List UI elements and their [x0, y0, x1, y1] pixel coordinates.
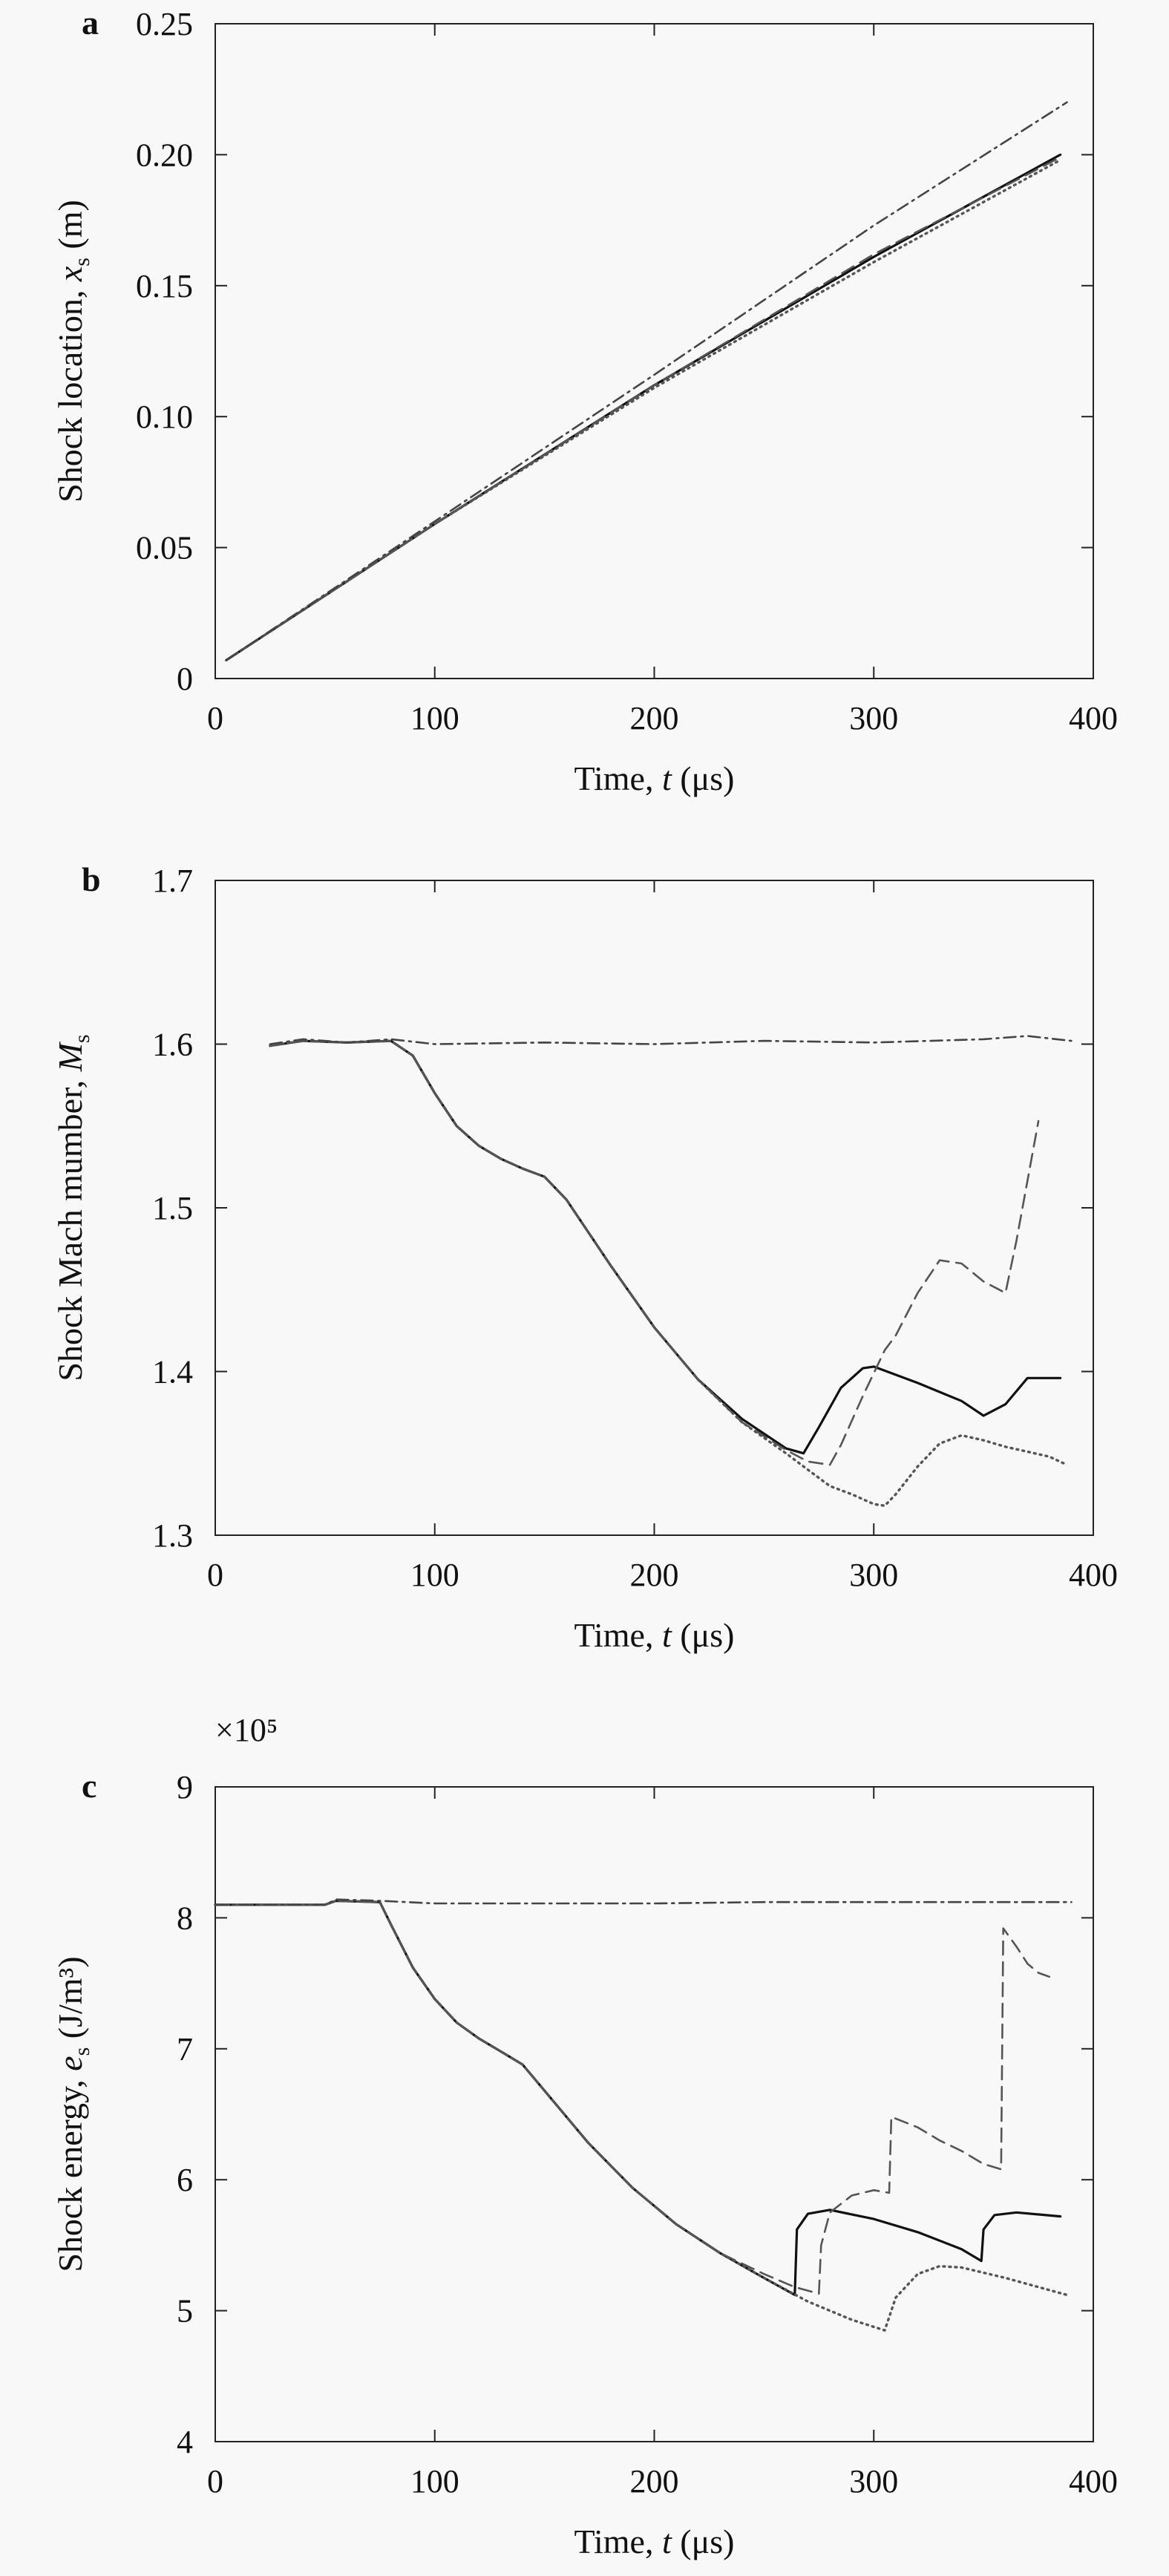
y-tick-label: 1.4 [152, 1354, 193, 1390]
series-line-dashdot [269, 1035, 1073, 1045]
y-tick-label: 1.3 [152, 1517, 193, 1554]
x-tick-label: 0 [207, 700, 223, 736]
y-tick-label: 5 [177, 2293, 193, 2330]
plot-frame [215, 880, 1094, 1536]
y-tick-label: 0.10 [136, 399, 193, 435]
y-tick-label: 1.7 [152, 863, 193, 899]
series-line-dashed [214, 1900, 1051, 2295]
x-tick-label: 300 [849, 700, 898, 736]
y-tick-label: 1.5 [152, 1190, 193, 1226]
y-multiplier: ×10⁵ [215, 1712, 278, 1748]
x-axis-label: Time, t (μs) [574, 759, 735, 797]
y-tick-label: 0.15 [136, 268, 193, 304]
y-tick-label: 0 [177, 661, 193, 697]
y-axis-label: Shock location, xs (m) [51, 200, 94, 503]
x-tick-label: 400 [1069, 700, 1118, 736]
x-tick-label: 200 [630, 2463, 679, 2500]
x-tick-label: 300 [849, 1557, 898, 1593]
x-axis-label: Time, t (μs) [574, 1616, 735, 1654]
x-tick-label: 100 [410, 700, 459, 736]
y-tick-label: 6 [177, 2162, 193, 2198]
y-tick-label: 0.20 [136, 137, 193, 173]
panel-a: 0 100 200 300 400 0 0.05 0.10 0.15 0.20 0.25 a Time,… [51, 4, 1118, 797]
x-tick-label: 200 [630, 700, 679, 736]
y-tick-label: 1.6 [152, 1027, 193, 1063]
x-tick-label: 400 [1069, 2463, 1118, 2500]
series-line-dotted [214, 1899, 1069, 2332]
series-line-dotted [225, 158, 1062, 661]
y-tick-label: 9 [177, 1769, 193, 1805]
plot-frame [215, 1786, 1094, 2442]
x-tick-label: 400 [1069, 1557, 1118, 1593]
panel-letter: a [82, 4, 99, 42]
panel-letter: b [82, 860, 101, 898]
y-axis-label: Shock Mach mumber, Ms [51, 1034, 94, 1381]
y-tick-label: 4 [177, 2424, 193, 2460]
series-line-solid [214, 1899, 1062, 2296]
series-line-dashed [269, 1039, 1040, 1466]
panel-letter: c [82, 1767, 96, 1805]
y-axis-label: Shock energy, es (J/m³) [51, 1956, 94, 2272]
y-tick-label: 8 [177, 1900, 193, 1936]
x-tick-label: 100 [410, 1557, 459, 1593]
y-tick-label: 7 [177, 2031, 193, 2067]
series-line-dashed [225, 156, 1061, 661]
x-tick-label: 0 [207, 2463, 223, 2500]
x-tick-label: 200 [630, 1557, 679, 1593]
series-line-dashdot [225, 101, 1068, 661]
panel-b: 0 100 200 300 400 1.3 1.4 1.5 1.6 1.7 b Time, t (μs… [51, 860, 1118, 1654]
series-line-dotted [269, 1039, 1069, 1508]
x-tick-label: 300 [849, 2463, 898, 2500]
series-line-solid [269, 1039, 1062, 1455]
series-line-solid [225, 153, 1062, 661]
x-tick-label: 100 [410, 2463, 459, 2500]
x-tick-label: 0 [207, 1557, 223, 1593]
x-axis-label: Time, t (μs) [574, 2523, 735, 2560]
y-tick-label: 0.05 [136, 530, 193, 566]
panel-c: 0 100 200 300 400 4 5 6 7 8 9 c ×10⁵ Time, t (μs) Shoc… [51, 1712, 1118, 2560]
y-tick-label: 0.25 [136, 6, 193, 42]
series-line-dashdot [214, 1898, 1073, 1906]
